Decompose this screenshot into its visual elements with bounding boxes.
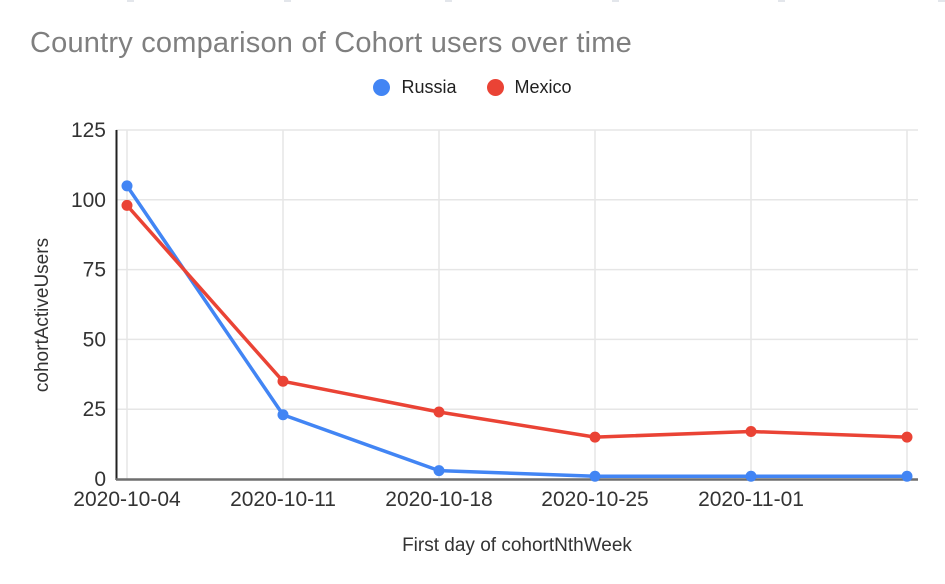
series-line-mexico xyxy=(125,203,909,439)
y-tick-label: 25 xyxy=(83,398,106,421)
data-point-mexico[interactable] xyxy=(589,431,601,443)
data-point-mexico[interactable] xyxy=(433,406,445,418)
x-axis-title: First day of cohortNthWeek xyxy=(402,535,632,556)
y-tick-label: 75 xyxy=(83,259,106,282)
legend-swatch-icon xyxy=(373,78,391,96)
legend-item-russia[interactable]: Russia xyxy=(373,76,457,98)
data-point-russia[interactable] xyxy=(277,409,289,421)
data-point-mexico[interactable] xyxy=(121,199,133,211)
data-point-mexico[interactable] xyxy=(745,426,757,438)
chart-title: Country comparison of Cohort users over … xyxy=(30,27,632,59)
cropped-artifact xyxy=(938,0,945,2)
data-point-russia[interactable] xyxy=(121,180,133,192)
legend-label: Russia xyxy=(401,76,457,97)
series-line-russia xyxy=(125,184,909,478)
x-tick-label: 2020-11-01 xyxy=(698,488,804,511)
chart-legend: Russia Mexico xyxy=(0,77,945,97)
x-tick-label: 2020-10-11 xyxy=(230,488,336,511)
legend-item-mexico[interactable]: Mexico xyxy=(486,76,572,98)
y-tick-label: 50 xyxy=(83,328,106,351)
cropped-artifact xyxy=(127,0,134,2)
cropped-artifact xyxy=(612,0,619,2)
y-tick-label: 0 xyxy=(94,468,106,491)
data-point-russia[interactable] xyxy=(745,470,757,482)
cropped-artifact xyxy=(778,0,785,2)
data-point-mexico[interactable] xyxy=(901,431,913,443)
y-tick-label: 100 xyxy=(71,189,106,212)
data-point-mexico[interactable] xyxy=(277,375,289,387)
legend-swatch-icon xyxy=(486,78,504,96)
cropped-artifact xyxy=(445,0,452,2)
legend-label: Mexico xyxy=(514,76,572,97)
x-tick-label: 2020-10-04 xyxy=(73,488,181,511)
data-point-russia[interactable] xyxy=(589,470,601,482)
data-point-russia[interactable] xyxy=(901,470,913,482)
cropped-artifact xyxy=(284,0,291,2)
data-point-russia[interactable] xyxy=(433,465,445,477)
y-axis-title: cohortActiveUsers xyxy=(32,237,53,393)
x-tick-label: 2020-10-25 xyxy=(541,488,648,511)
x-tick-label: 2020-10-18 xyxy=(385,488,492,511)
y-tick-label: 125 xyxy=(71,119,106,142)
